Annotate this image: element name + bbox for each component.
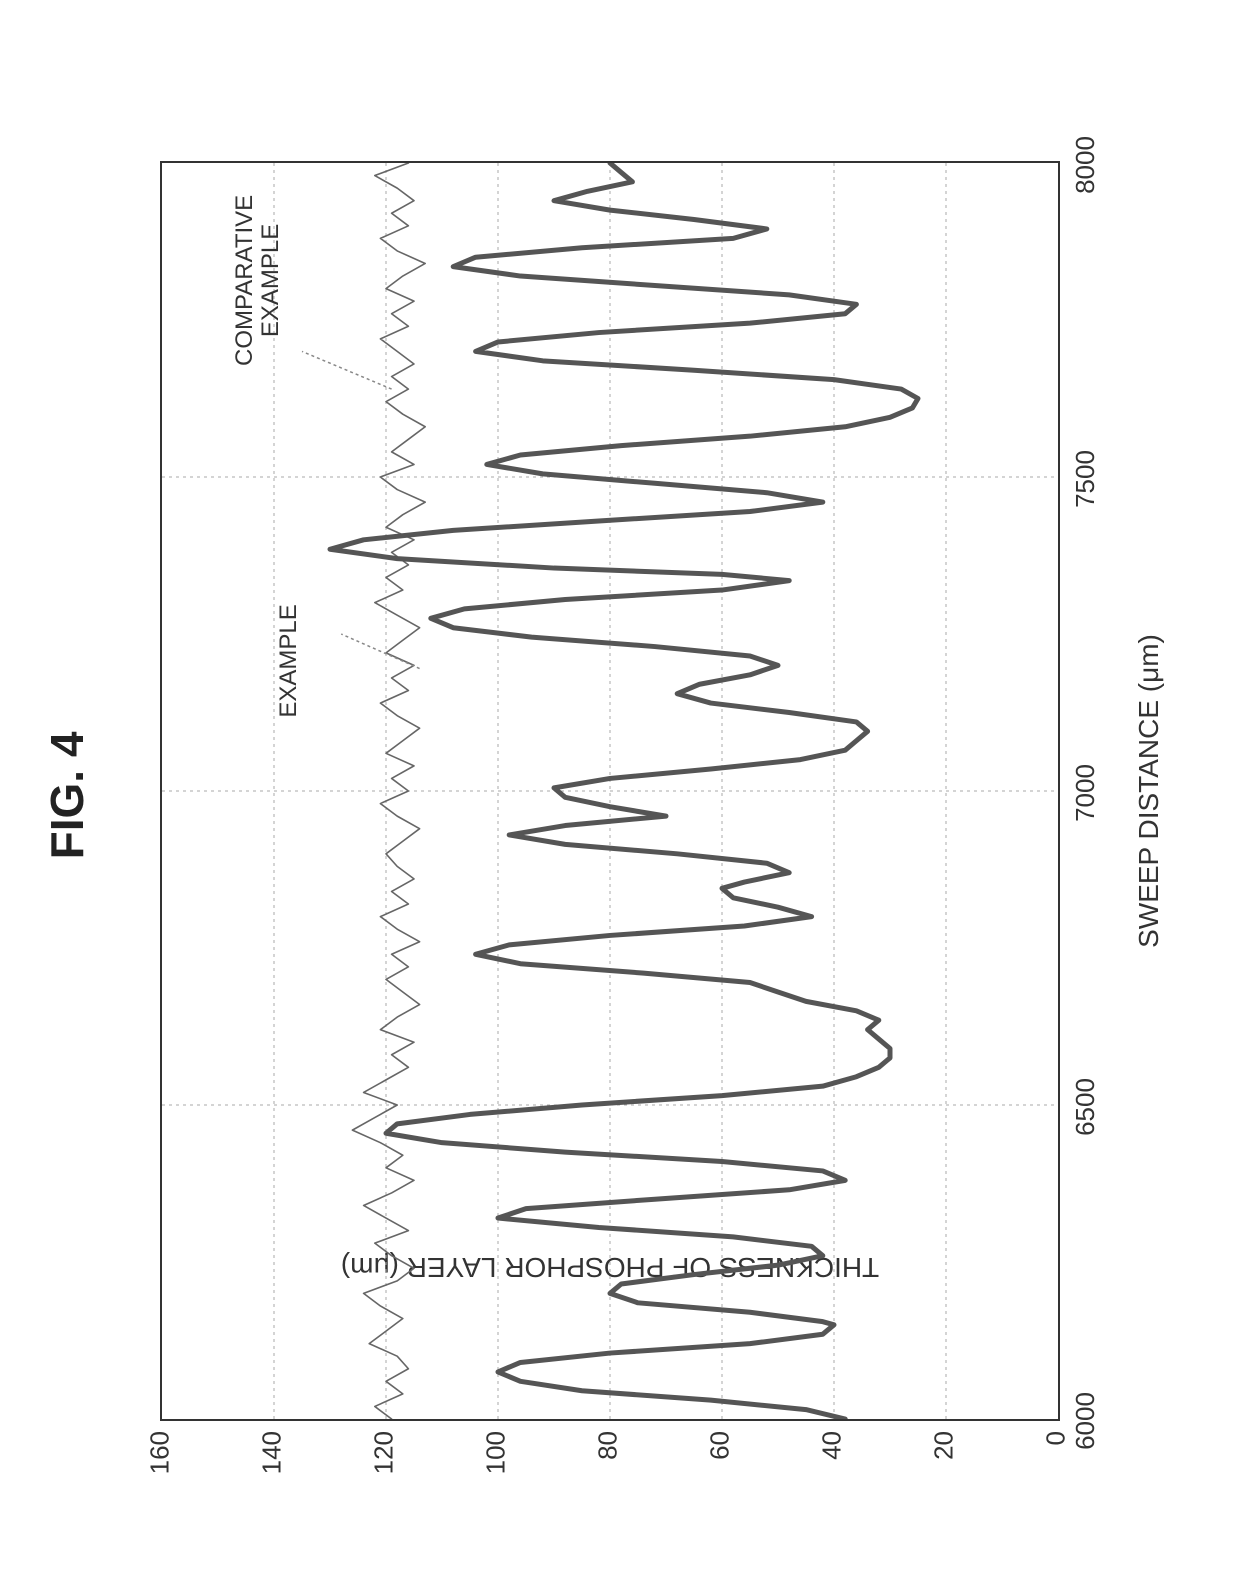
y-tick: 140	[257, 1431, 288, 1474]
x-axis-label: SWEEP DISTANCE (μm)	[1133, 161, 1165, 1421]
page-inner: FIG. 4 THICKNESS OF PHOSPHOR LAYER (μm) …	[0, 0, 1240, 1591]
page-container: FIG. 4 THICKNESS OF PHOSPHOR LAYER (μm) …	[0, 351, 1240, 1591]
y-tick: 20	[929, 1431, 960, 1460]
y-tick: 0	[1041, 1431, 1072, 1445]
plot-svg	[162, 163, 1058, 1419]
figure-title: FIG. 4	[40, 0, 94, 1591]
example-series-label: EXAMPLE	[276, 604, 302, 717]
x-tick: 7500	[1070, 450, 1101, 508]
y-tick: 120	[369, 1431, 400, 1474]
y-tick: 60	[705, 1431, 736, 1460]
x-tick: 8000	[1070, 136, 1101, 194]
y-tick: 160	[145, 1431, 176, 1474]
x-tick: 6500	[1070, 1078, 1101, 1136]
x-tick: 6000	[1070, 1392, 1101, 1450]
y-tick: 80	[593, 1431, 624, 1460]
y-tick: 100	[481, 1431, 512, 1474]
comparative-series-label: COMPARATIVEEXAMPLE	[232, 195, 285, 366]
y-tick: 40	[817, 1431, 848, 1460]
chart-area: THICKNESS OF PHOSPHOR LAYER (μm) SWEEP D…	[160, 161, 1060, 1421]
plot-region	[160, 161, 1060, 1421]
x-tick: 7000	[1070, 764, 1101, 822]
